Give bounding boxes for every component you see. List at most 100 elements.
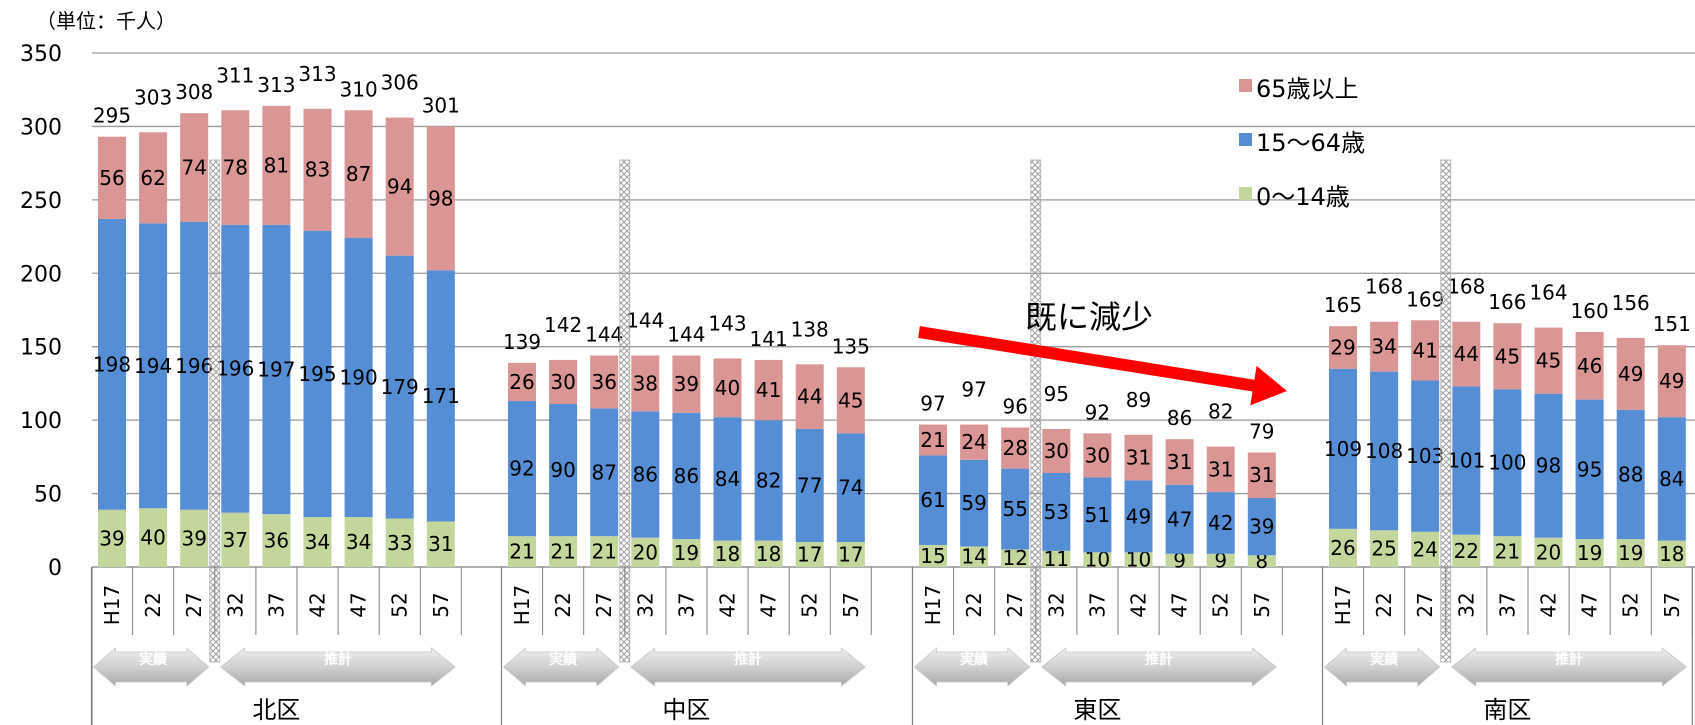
bar-segment-15-64 [426,270,455,522]
bar-segment-15-64 [1534,393,1563,538]
bar-segment-15-64 [919,455,947,545]
bar-segment-65+ [1575,332,1604,400]
bar-segment-0-14 [1042,550,1071,567]
bar-segment-15-64 [836,433,865,543]
data-label: 87 [591,460,616,484]
data-label: 51 [1085,503,1110,527]
category-label: 27 [1003,592,1027,617]
bar-segment-0-14 [221,512,250,567]
data-label: 108 [1365,439,1403,463]
total-label: 303 [134,85,172,109]
total-label: 160 [1571,299,1609,323]
bar-segment-0-14 [426,521,455,567]
bar-segment-15-64 [180,221,209,510]
data-label: 9 [1173,548,1186,572]
bar-segment-0-14 [508,536,536,567]
bar-segment-65+ [1657,345,1686,418]
total-label: 313 [298,62,336,86]
data-label: 88 [1618,462,1643,486]
legend-swatch [1239,133,1252,146]
category-label: 47 [1578,592,1602,617]
data-label: 39 [99,526,124,550]
bar-segment-15-64 [1411,380,1440,532]
bar-segment-0-14 [754,540,783,567]
data-label: 83 [305,158,330,182]
y-tick-label: 50 [34,483,62,508]
data-label: 197 [257,357,295,381]
data-label: 34 [1371,335,1396,359]
period-arrow-icon [1323,647,1441,687]
data-label: 190 [340,366,378,390]
total-label: 166 [1488,290,1526,314]
bar-segment-65+ [1370,321,1399,372]
data-label: 41 [1412,338,1437,362]
bar-segment-0-14 [919,544,947,567]
bar-segment-15-64 [1247,497,1276,556]
category-label: 57 [1660,592,1684,617]
data-label: 84 [715,467,740,491]
bar-segment-65+ [549,359,578,404]
bar-segment-0-14 [1370,530,1399,567]
data-label: 25 [1371,537,1396,561]
data-label: 86 [633,462,658,486]
data-label: 37 [223,528,248,552]
data-label: 98 [428,186,453,210]
category-label: 37 [1085,592,1109,617]
bar-segment-65+ [221,110,250,225]
category-label: 32 [223,592,247,617]
total-label: 169 [1406,287,1444,311]
total-label: 165 [1324,293,1362,317]
category-label: 42 [716,592,740,617]
ward-name: 中区 [662,696,710,724]
category-label: H17 [921,585,945,626]
bar-segment-0-14 [1616,539,1645,567]
data-label: 20 [633,540,658,564]
bar-segment-65+ [262,105,291,225]
y-tick-label: 300 [20,115,62,140]
total-label: 144 [585,323,623,347]
period-arrow-icon [913,647,1031,687]
data-label: 31 [1249,463,1274,487]
bar-segment-65+ [1124,434,1153,481]
y-tick-label: 200 [20,262,62,287]
total-label: 168 [1447,275,1485,299]
category-label: H17 [1331,585,1355,626]
data-label: 90 [550,458,575,482]
decline-arrow-icon [918,326,1287,406]
legend-label: 15～64歳 [1256,129,1365,157]
data-label: 45 [1495,344,1520,368]
total-label: 138 [791,317,829,341]
bar-segment-65+ [795,364,824,429]
category-label: 37 [674,592,698,617]
data-label: 9 [1214,548,1227,572]
data-label: 44 [797,385,822,409]
category-label: 47 [347,592,371,617]
bar-segment-65+ [919,424,947,456]
bar-segment-65+ [1452,321,1481,387]
category-label: 52 [1619,592,1643,617]
data-label: 109 [1324,437,1362,461]
bar-segment-15-64 [1370,371,1399,531]
bar-segment-65+ [1411,320,1440,381]
data-label: 30 [550,370,575,394]
y-tick-label: 100 [20,409,62,434]
bar-segment-15-64 [344,238,373,518]
bar-segment-15-64 [1165,484,1194,554]
data-label: 30 [1085,443,1110,467]
bar-segment-0-14 [1452,534,1481,567]
data-label: 18 [756,542,781,566]
period-label-projected: 推計 [324,651,352,668]
bar-segment-0-14 [672,539,701,567]
category-label: 27 [592,592,616,617]
category-label: 42 [306,592,330,617]
ward-group: 21 92 26 139 21 90 30 142 21 87 36 144 20 86 38 144 19 86… [503,309,870,567]
legend-label: 0～14歳 [1256,183,1350,211]
data-label: 98 [1536,454,1561,478]
data-label: 36 [264,529,289,553]
period-label-actual: 実績 [1370,651,1398,668]
total-label: 139 [503,330,541,354]
bar-segment-15-64 [960,459,989,547]
legend: 65歳以上 15～64歳 0～14歳 [1239,75,1365,211]
period-arrow-icon [502,647,620,687]
